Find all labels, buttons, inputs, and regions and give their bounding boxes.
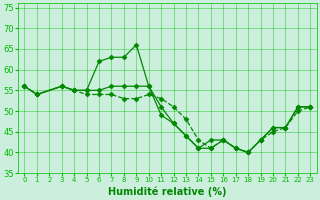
- X-axis label: Humidité relative (%): Humidité relative (%): [108, 186, 227, 197]
